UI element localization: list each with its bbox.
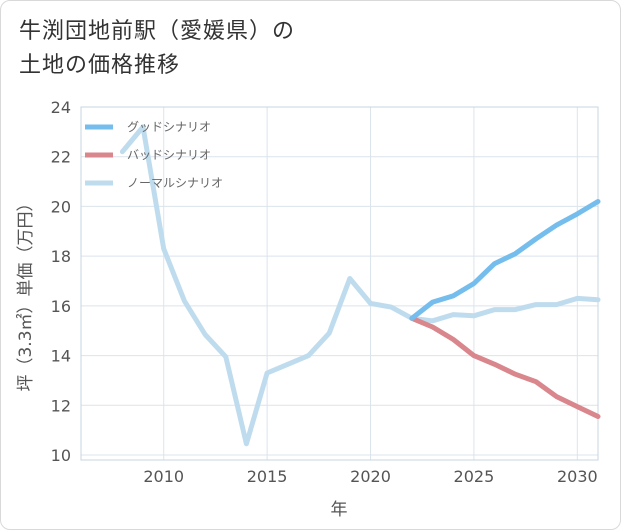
x-axis-title: 年 <box>331 500 348 520</box>
x-tick-label: 2025 <box>454 467 495 486</box>
y-tick-label: 12 <box>51 396 71 415</box>
y-tick-label: 10 <box>51 446 71 465</box>
legend-label: グッドシナリオ <box>127 120 211 134</box>
legend-item-bad: バッドシナリオ <box>85 148 211 162</box>
x-axis-ticks: 2010 2015 2020 2025 2030 <box>143 467 597 486</box>
chart-title: 牛渕団地前駅（愛媛県）の 土地の価格推移 <box>19 15 295 83</box>
x-tick-label: 2020 <box>350 467 391 486</box>
legend-label: ノーマルシナリオ <box>127 176 223 190</box>
x-tick-label: 2010 <box>143 467 184 486</box>
chart-title-line-2: 土地の価格推移 <box>19 53 181 78</box>
chart-title-line-1: 牛渕団地前駅（愛媛県）の <box>19 19 296 44</box>
y-tick-label: 20 <box>51 197 71 216</box>
legend-item-good: グッドシナリオ <box>85 120 211 134</box>
y-tick-label: 18 <box>51 247 71 266</box>
legend-label: バッドシナリオ <box>127 148 211 162</box>
y-axis-title: 坪（3.3㎡）単価（万円） <box>16 194 36 391</box>
y-tick-label: 14 <box>51 347 71 366</box>
x-tick-label: 2030 <box>557 467 598 486</box>
good-scenario-line <box>409 199 601 321</box>
plot-background <box>81 107 598 460</box>
y-axis-ticks: 10 12 14 16 18 20 22 24 <box>51 98 71 465</box>
normal-scenario-line <box>119 124 601 447</box>
series-lines <box>119 124 601 447</box>
y-tick-label: 22 <box>51 148 71 167</box>
plot-border <box>80 106 599 461</box>
bad-scenario-line <box>409 315 601 419</box>
y-tick-label: 24 <box>51 98 71 117</box>
x-tick-label: 2015 <box>247 467 288 486</box>
legend-item-normal: ノーマルシナリオ <box>85 176 223 190</box>
y-tick-label: 16 <box>51 297 71 316</box>
